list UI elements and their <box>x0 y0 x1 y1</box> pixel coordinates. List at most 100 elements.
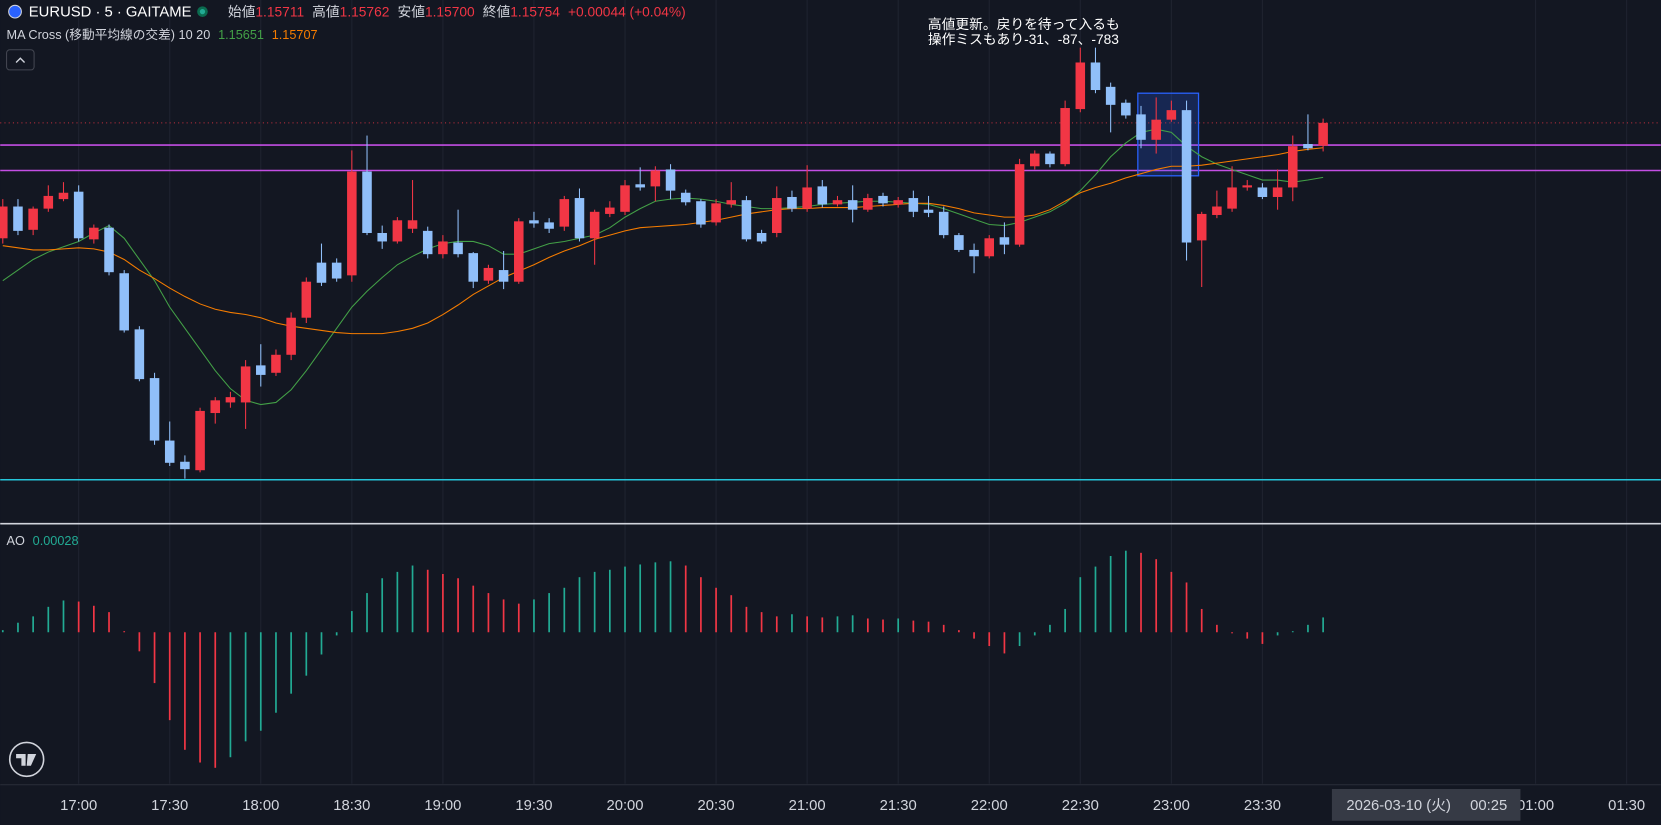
logo-circle[interactable] <box>8 741 45 778</box>
ao-bar <box>1231 632 1233 634</box>
candle-body <box>422 230 433 255</box>
ao-bar <box>32 616 34 633</box>
ao-bar <box>1079 577 1082 633</box>
ao-bar <box>426 569 429 633</box>
ao-bar <box>350 611 353 633</box>
ao-bar <box>1064 608 1066 633</box>
candle-body <box>1151 119 1161 140</box>
candle-body <box>1181 110 1192 243</box>
candle-body <box>650 170 661 187</box>
collapse-button[interactable] <box>6 49 35 71</box>
candle-body <box>58 192 69 200</box>
candle-body <box>802 187 812 209</box>
candle-body <box>119 273 129 331</box>
ao-bar <box>244 632 247 742</box>
candle-body <box>544 222 554 229</box>
ohlc-label: 終値 <box>483 4 511 19</box>
ao-bar <box>806 616 808 633</box>
ao-bar <box>1322 617 1324 633</box>
ao-bar <box>396 571 399 633</box>
candle-body <box>741 200 752 240</box>
candle-body <box>104 227 114 273</box>
candle-body <box>954 235 964 250</box>
x-tick-label: 22:00 <box>971 798 1008 814</box>
ao-bar <box>335 632 338 636</box>
ao-bar <box>502 599 505 633</box>
ao-bar <box>927 621 930 633</box>
ohlc-label: 安値 <box>397 4 425 19</box>
ao-bar <box>1109 556 1112 633</box>
ao-bar <box>305 632 308 676</box>
ao-bar <box>199 632 201 763</box>
candle-body <box>1242 185 1253 188</box>
change: +0.00044 (+0.04%) <box>568 4 686 19</box>
ao-bar <box>958 630 960 633</box>
candle-body <box>1166 110 1177 120</box>
candle-body <box>286 317 296 355</box>
candle-body <box>817 186 828 205</box>
ao-bar <box>1003 632 1006 654</box>
ao-bar <box>821 617 824 633</box>
ao-bar <box>639 564 642 633</box>
ao-bar <box>684 565 687 633</box>
ao-bar <box>942 624 945 633</box>
logo-mark[interactable] <box>16 754 37 766</box>
ao-bar <box>290 632 292 694</box>
ao-bar <box>791 614 793 633</box>
ao-bar <box>259 632 262 731</box>
ao-bar <box>897 618 900 633</box>
ao-bar <box>138 632 141 652</box>
candle-body <box>574 198 585 239</box>
candle-body <box>969 249 979 257</box>
candle-body <box>438 241 448 255</box>
ao-bar <box>654 562 657 633</box>
candle-body <box>180 461 190 470</box>
ao-bar <box>1049 624 1051 633</box>
candle-body <box>1105 86 1116 105</box>
candle-body <box>847 200 858 210</box>
candle-body <box>210 400 221 414</box>
candle-body <box>772 198 782 233</box>
ao-bar <box>320 632 323 655</box>
ao-bar <box>715 587 717 633</box>
ao-bar <box>47 606 50 633</box>
ao-bar <box>973 632 975 639</box>
candle-body <box>28 208 38 230</box>
ao-bar <box>912 620 915 633</box>
candle-body <box>240 366 251 403</box>
candles-layer <box>0 47 1328 479</box>
ao-bar <box>1018 632 1021 647</box>
ao-bar <box>1185 582 1188 633</box>
logo[interactable] <box>8 741 45 778</box>
candle-body <box>225 397 236 403</box>
ao-bar <box>593 571 596 633</box>
ao-bar <box>836 616 839 633</box>
candle-body <box>999 237 1010 245</box>
x-tick-label: 21:00 <box>789 798 826 814</box>
ao-bar <box>229 632 232 758</box>
annotation: 高値更新。戻りを待って入るも <box>928 16 1120 32</box>
candle-body <box>316 262 327 283</box>
collapse-button-frame[interactable] <box>6 49 35 71</box>
ao-bar <box>275 632 277 713</box>
ohlc-value: 1.15762 <box>340 4 390 19</box>
ao-bar <box>578 577 581 633</box>
x-tick-label: 23:30 <box>1244 798 1281 814</box>
candle-body <box>923 209 934 213</box>
ao-bar <box>745 606 748 633</box>
ao-bar <box>1216 624 1218 633</box>
candle-body <box>347 171 357 276</box>
collapse-icon[interactable] <box>15 57 26 63</box>
candle-body <box>407 220 418 229</box>
market-status-dot <box>199 9 206 15</box>
ao-bar <box>882 619 884 633</box>
ohlc-legend: 始値1.15711 高値1.15762 安値1.15700 終値1.15754 … <box>228 3 686 19</box>
ao-bar <box>457 578 459 633</box>
candle-body <box>1227 187 1237 209</box>
indicator-title: AO <box>7 535 25 549</box>
ao-layer <box>1 550 1324 768</box>
candle-body <box>635 184 645 188</box>
candle-body <box>301 281 312 318</box>
ao-bar <box>17 622 19 633</box>
